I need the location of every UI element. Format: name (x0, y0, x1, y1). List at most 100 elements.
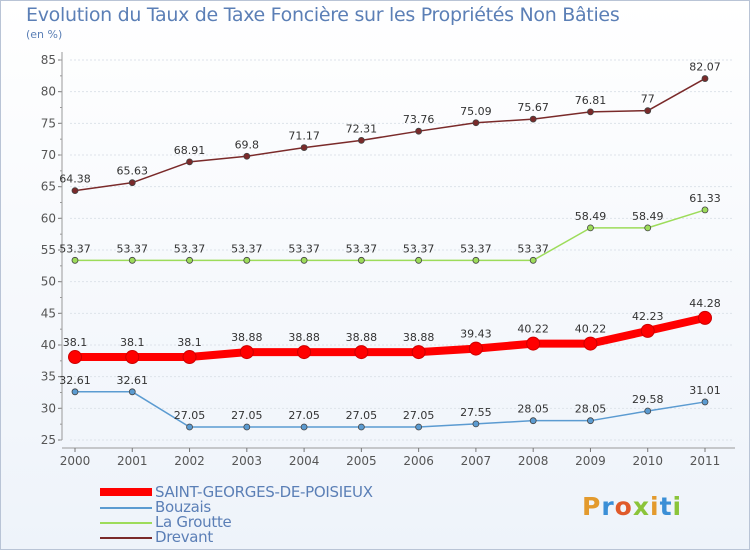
data-point (186, 423, 193, 431)
data-point (587, 224, 594, 232)
data-label: 53.37 (346, 242, 378, 255)
x-tick-label: 2007 (461, 454, 492, 468)
data-point (644, 224, 652, 232)
legend-label: La Groutte (155, 513, 232, 531)
data-label: 31.01 (689, 384, 721, 397)
data-point (300, 256, 308, 264)
data-point (587, 108, 594, 116)
data-label: 53.37 (517, 242, 549, 255)
x-tick-label: 2010 (632, 454, 663, 468)
data-point (71, 187, 79, 194)
data-point (415, 127, 423, 135)
data-point (415, 256, 423, 264)
logo-letter: i (672, 492, 683, 521)
y-tick-label: 50 (41, 275, 56, 289)
chart-title: Evolution du Taux de Taxe Foncière sur l… (26, 4, 620, 26)
data-point (357, 256, 365, 264)
data-label: 82.07 (689, 61, 721, 74)
legend-swatch (100, 522, 152, 524)
y-tick-label: 80 (41, 85, 56, 99)
data-label: 38.88 (346, 331, 378, 344)
data-point (300, 144, 308, 151)
data-label: 39.43 (460, 328, 492, 341)
data-point (701, 75, 709, 82)
y-tick-label: 40 (41, 338, 56, 352)
data-point (415, 423, 423, 431)
x-tick-label: 2006 (403, 454, 434, 468)
data-label: 38.1 (120, 336, 145, 349)
data-label: 28.05 (575, 403, 607, 416)
y-tick-label: 75 (41, 116, 56, 130)
y-tick-label: 25 (41, 433, 56, 447)
data-label: 77 (641, 93, 655, 106)
data-point (300, 423, 308, 431)
data-label: 53.37 (174, 242, 206, 255)
data-label: 53.37 (403, 242, 435, 255)
y-tick-label: 45 (41, 306, 56, 320)
x-tick-label: 2004 (289, 454, 320, 468)
data-point (468, 341, 483, 356)
data-label: 27.05 (346, 409, 378, 422)
data-point (472, 420, 480, 428)
y-tick-label: 65 (41, 180, 56, 194)
data-label: 38.88 (231, 331, 263, 344)
data-point (701, 206, 709, 214)
data-label: 27.05 (403, 409, 435, 422)
x-tick-label: 2011 (690, 454, 721, 468)
y-tick-label: 85 (41, 53, 56, 67)
data-point (182, 350, 197, 365)
data-point (640, 323, 655, 338)
data-point (357, 136, 365, 144)
data-label: 32.61 (117, 374, 149, 387)
data-point (68, 350, 82, 365)
data-point (186, 158, 193, 166)
data-label: 27.05 (231, 409, 263, 422)
data-label: 38.1 (63, 336, 88, 349)
data-point (71, 388, 79, 396)
data-label: 53.37 (460, 242, 492, 255)
data-point (125, 350, 140, 365)
data-point (71, 256, 79, 264)
data-label: 53.37 (59, 242, 91, 255)
legend-label: Drevant (155, 528, 213, 546)
x-tick-label: 2008 (518, 454, 549, 468)
data-label: 76.81 (575, 94, 607, 107)
y-tick-label: 35 (41, 370, 56, 384)
data-label: 38.1 (177, 336, 202, 349)
series-line-drevant (74, 77, 706, 192)
x-tick-label: 2003 (232, 454, 263, 468)
series-line-bouzais (74, 391, 706, 428)
y-tick-label: 70 (41, 148, 56, 162)
logo-letter: P (582, 492, 602, 521)
legend-label: Bouzais (155, 498, 211, 516)
data-label: 71.17 (288, 130, 320, 143)
data-label: 69.8 (235, 138, 260, 151)
data-point (529, 417, 537, 425)
data-point (644, 107, 652, 115)
data-label: 44.28 (689, 297, 721, 310)
data-point (128, 256, 136, 264)
data-point (297, 345, 312, 360)
data-point (411, 345, 426, 360)
y-tick-label: 30 (41, 401, 56, 415)
data-point (644, 407, 652, 415)
data-label: 27.05 (288, 409, 320, 422)
data-point (529, 256, 537, 264)
logo-letter: t (659, 492, 673, 521)
x-tick-label: 2005 (346, 454, 377, 468)
data-label: 28.05 (517, 403, 549, 416)
data-label: 72.31 (346, 122, 378, 135)
legend-swatch (100, 507, 152, 509)
data-label: 75.67 (517, 101, 549, 114)
data-point (526, 336, 541, 351)
data-point (698, 310, 712, 325)
x-tick-label: 2009 (575, 454, 606, 468)
data-point (243, 423, 251, 431)
x-tick-label: 2001 (117, 454, 148, 468)
data-point (701, 398, 709, 406)
x-tick-label: 2002 (174, 454, 205, 468)
data-label: 58.49 (632, 210, 664, 223)
data-label: 27.05 (174, 409, 206, 422)
data-label: 73.76 (403, 113, 435, 126)
